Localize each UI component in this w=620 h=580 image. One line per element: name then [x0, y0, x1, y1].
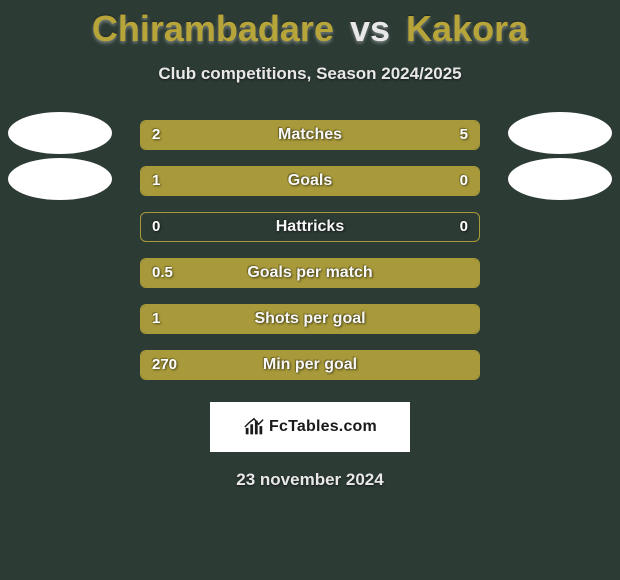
- stat-bar-track: [140, 120, 480, 150]
- title-separator: vs: [350, 8, 390, 49]
- stat-bar-left: [141, 351, 479, 379]
- stat-value-left: 2: [152, 120, 160, 150]
- stat-row: 1Shots per goal: [0, 304, 620, 334]
- stat-value-left: 1: [152, 166, 160, 196]
- stat-value-right: 5: [460, 120, 468, 150]
- stat-value-left: 270: [152, 350, 177, 380]
- stat-row: 10Goals: [0, 166, 620, 196]
- source-badge-text: FcTables.com: [269, 418, 377, 436]
- stat-value-right: 0: [460, 212, 468, 242]
- stat-bar-right: [238, 121, 479, 149]
- avatar-right: [508, 112, 612, 154]
- player-left-name: Chirambadare: [92, 8, 334, 49]
- stat-value-left: 0: [152, 212, 160, 242]
- stat-bar-track: [140, 350, 480, 380]
- source-badge[interactable]: FcTables.com: [210, 402, 410, 452]
- stat-row: 00Hattricks: [0, 212, 620, 242]
- comparison-infographic: Chirambadare vs Kakora Club competitions…: [0, 0, 620, 580]
- avatar-left: [8, 158, 112, 200]
- stat-value-right: 0: [460, 166, 468, 196]
- stat-bar-left: [141, 305, 479, 333]
- stat-bar-track: [140, 166, 480, 196]
- stat-row: 0.5Goals per match: [0, 258, 620, 288]
- avatar-right: [508, 158, 612, 200]
- stat-row: 25Matches: [0, 120, 620, 150]
- stats-list: 25Matches10Goals00Hattricks0.5Goals per …: [0, 120, 620, 380]
- stat-bar-left: [141, 167, 401, 195]
- chart-icon: [243, 416, 265, 438]
- stat-value-left: 1: [152, 304, 160, 334]
- stat-row: 270Min per goal: [0, 350, 620, 380]
- page-title: Chirambadare vs Kakora: [0, 0, 620, 50]
- stat-bar-track: [140, 258, 480, 288]
- stat-bar-track: [140, 212, 480, 242]
- stat-value-left: 0.5: [152, 258, 173, 288]
- avatar-left: [8, 112, 112, 154]
- footer-date: 23 november 2024: [0, 470, 620, 490]
- player-right-name: Kakora: [406, 8, 528, 49]
- source-badge-inner: FcTables.com: [210, 402, 410, 452]
- stat-bar-left: [141, 259, 479, 287]
- subtitle: Club competitions, Season 2024/2025: [0, 64, 620, 84]
- stat-bar-track: [140, 304, 480, 334]
